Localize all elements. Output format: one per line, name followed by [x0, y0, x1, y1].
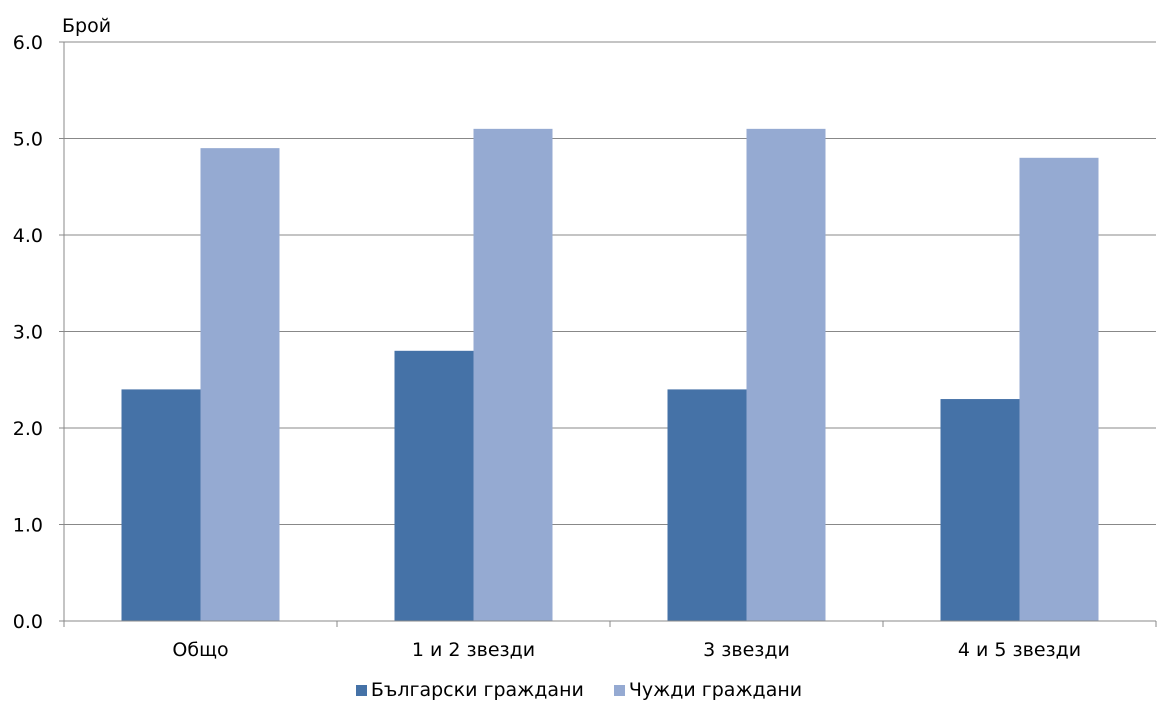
bar-foreign [1019, 157, 1099, 622]
y-tick-label: 2.0 [13, 418, 43, 440]
bar-foreign [746, 128, 826, 621]
bar-bulgarian [394, 350, 474, 621]
legend-item-bulgarian: Български граждани [355, 679, 584, 701]
bar-bulgarian [121, 389, 201, 621]
x-axis: Общо 1 и 2 звезди 3 звезди 4 и 5 звезди [63, 42, 1157, 661]
legend-swatch-bulgarian [355, 684, 367, 696]
legend-swatch-foreign [613, 684, 625, 696]
bars [121, 128, 1099, 622]
x-tick-label: 4 и 5 звезди [958, 639, 1081, 661]
legend-label-foreign: Чужди граждани [628, 679, 803, 701]
y-axis-label: Брой [62, 15, 111, 37]
bar-bulgarian [667, 389, 747, 621]
y-tick-label: 5.0 [13, 129, 43, 151]
y-tick-label: 1.0 [13, 515, 43, 537]
y-tick-label: 3.0 [13, 322, 43, 344]
x-tick-label: 1 и 2 звезди [412, 639, 535, 661]
bar-bulgarian [940, 399, 1020, 621]
y-tick-label: 4.0 [13, 225, 43, 247]
x-tick-label: Общо [172, 639, 228, 661]
y-axis-ticks: 0.0 1.0 2.0 3.0 4.0 5.0 6.0 [13, 32, 64, 633]
bar-foreign [200, 148, 280, 621]
y-tick-label: 6.0 [13, 32, 43, 54]
y-tick-label: 0.0 [13, 611, 43, 633]
legend-label-bulgarian: Български граждани [370, 679, 584, 701]
legend: Български граждани Чужди граждани [0, 678, 1158, 702]
legend-item-foreign: Чужди граждани [613, 679, 803, 701]
x-tick-label: 3 звезди [703, 639, 790, 661]
bar-foreign [473, 128, 553, 621]
